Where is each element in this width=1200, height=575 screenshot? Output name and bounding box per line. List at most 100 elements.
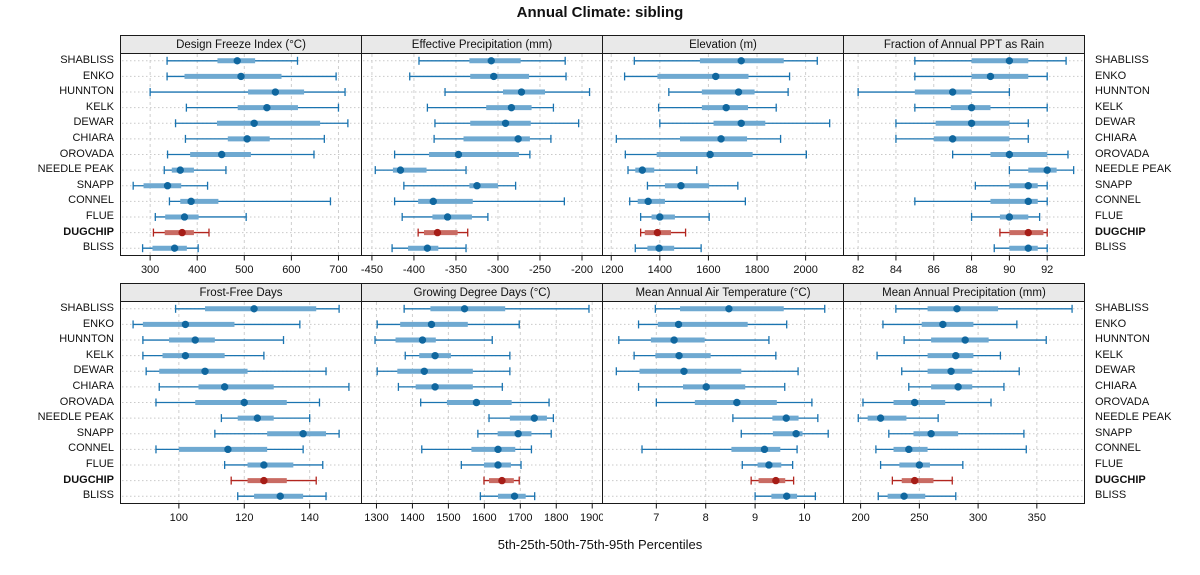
percentile-row-bliss [391, 244, 467, 253]
station-label-dugchip: DUGCHIP [1095, 473, 1146, 486]
station-label-flue: FLUE [85, 210, 114, 223]
percentile-row-dewar [145, 367, 327, 376]
station-label-dewar: DEWAR [1095, 364, 1136, 377]
median-dot [237, 72, 245, 81]
percentile-row-chiara [895, 134, 1029, 143]
median-dot [1005, 150, 1014, 159]
station-axis-left-top: SHABLISS ENKO HUNNTON KELK DEWAR CHIARA OROVAD… [2, 53, 114, 256]
percentile-row-hunnton [857, 88, 1011, 97]
panel-row-top: Design Freeze Index (°C) 300 400 500 600 700 E… [120, 35, 1085, 282]
axis-tick-label: 1600 [696, 264, 720, 276]
median-dot [653, 228, 662, 237]
axis-tick-label: 300 [969, 512, 987, 524]
percentile-row-bliss [634, 244, 702, 253]
percentile-row-shabliss [418, 56, 566, 65]
axis-tick-label: -450 [361, 264, 383, 276]
median-dot [494, 445, 502, 454]
percentile-row-orovada [166, 150, 315, 159]
station-axis-right-top: SHABLISS ENKO HUNNTON KELK DEWAR CHIARA OROVAD… [1095, 53, 1200, 256]
median-dot [431, 383, 439, 391]
median-dot [722, 103, 730, 112]
median-dot [263, 103, 271, 112]
station-label-enko: ENKO [1095, 317, 1127, 330]
percentile-row-shabliss [895, 304, 1073, 313]
panel-mean-annual-air-temperature-c: Mean Annual Air Temperature (°C) 7 8 9 10 [602, 283, 844, 524]
panel-title: Effective Precipitation (mm) [412, 39, 553, 51]
percentile-row-orovada [624, 150, 807, 159]
percentile-row-shabliss [403, 304, 590, 313]
median-dot [674, 320, 683, 329]
median-dot [490, 72, 498, 81]
station-label-connel: CONNEL [1095, 442, 1141, 455]
median-dot [396, 166, 405, 174]
median-dot [427, 320, 436, 329]
percentile-row-flue [460, 460, 522, 469]
median-dot [181, 320, 190, 329]
percentile-row-connel [641, 445, 798, 454]
median-dot [498, 476, 506, 485]
percentile-row-connel [168, 197, 332, 206]
median-dot [429, 197, 437, 206]
percentile-row-snapp [888, 429, 1025, 438]
percentile-row-needle-peak [488, 414, 555, 423]
station-label-snapp: SNAPP [1095, 426, 1133, 439]
station-label-chiara: CHIARA [72, 132, 114, 145]
chart-caption: 5th-25th-50th-75th-95th Percentiles [497, 537, 703, 552]
station-label-chiara: CHIARA [72, 380, 114, 393]
median-dot [507, 103, 516, 112]
percentile-row-hunnton [903, 336, 1047, 345]
percentile-row-kelk [633, 351, 777, 360]
station-label-needle-peak: NEEDLE PEAK [1095, 411, 1172, 424]
axis-tick-label: 120 [235, 512, 253, 524]
median-dot [260, 461, 268, 469]
panel-title: Fraction of Annual PPT as Rain [884, 39, 1044, 51]
percentile-row-shabliss [633, 56, 818, 65]
station-label-flue: FLUE [85, 458, 114, 471]
station-label-enko: ENKO [82, 69, 114, 82]
median-dot [487, 57, 495, 65]
axis-tick-label: 300 [141, 264, 159, 276]
panel-header [843, 35, 1085, 54]
panel-mean-annual-precipitation-mm: Mean Annual Precipitation (mm) 200 250 300 3… [843, 283, 1085, 524]
percentile-row-shabliss [914, 56, 1067, 65]
station-label-connel: CONNEL [68, 442, 114, 455]
median-dot [670, 336, 678, 344]
percentile-row-flue [879, 460, 964, 469]
median-dot [876, 414, 885, 422]
axis-tick-label: 1800 [544, 512, 568, 524]
percentile-row-needle-peak [857, 414, 939, 423]
percentile-row-bliss [754, 492, 817, 501]
percentile-row-chiara [397, 382, 503, 391]
median-dot [431, 351, 439, 360]
percentile-row-flue [154, 212, 247, 221]
median-dot [952, 351, 960, 360]
station-label-chiara: CHIARA [1095, 132, 1137, 145]
percentile-row-kelk [426, 103, 555, 112]
axis-tick-label: 700 [329, 264, 347, 276]
median-dot [733, 398, 741, 407]
station-label-flue: FLUE [1095, 458, 1124, 471]
percentile-row-chiara [433, 134, 552, 143]
percentile-row-chiara [637, 382, 786, 391]
median-dot [1024, 228, 1032, 237]
station-label-kelk: KELK [1095, 348, 1124, 361]
percentile-row-kelk [914, 103, 1048, 112]
median-dot [765, 461, 773, 469]
percentile-row-dugchip [891, 476, 953, 485]
percentile-row-enko [409, 72, 567, 81]
axis-tick-label: -300 [487, 264, 509, 276]
median-dot [734, 88, 743, 96]
axis-tick-label: 100 [170, 512, 188, 524]
median-dot [948, 135, 957, 143]
percentile-row-needle-peak [163, 166, 227, 175]
station-label-hunnton: HUNNTON [59, 85, 114, 98]
median-dot [737, 119, 745, 127]
panel-title: Frost-Free Days [199, 287, 282, 299]
percentile-row-bliss [993, 244, 1048, 253]
median-dot [187, 197, 195, 206]
station-label-hunnton: HUNNTON [1095, 333, 1150, 346]
axis-tick-label: 1300 [364, 512, 388, 524]
axis-tick-label: 84 [890, 264, 902, 276]
station-label-enko: ENKO [1095, 69, 1127, 82]
